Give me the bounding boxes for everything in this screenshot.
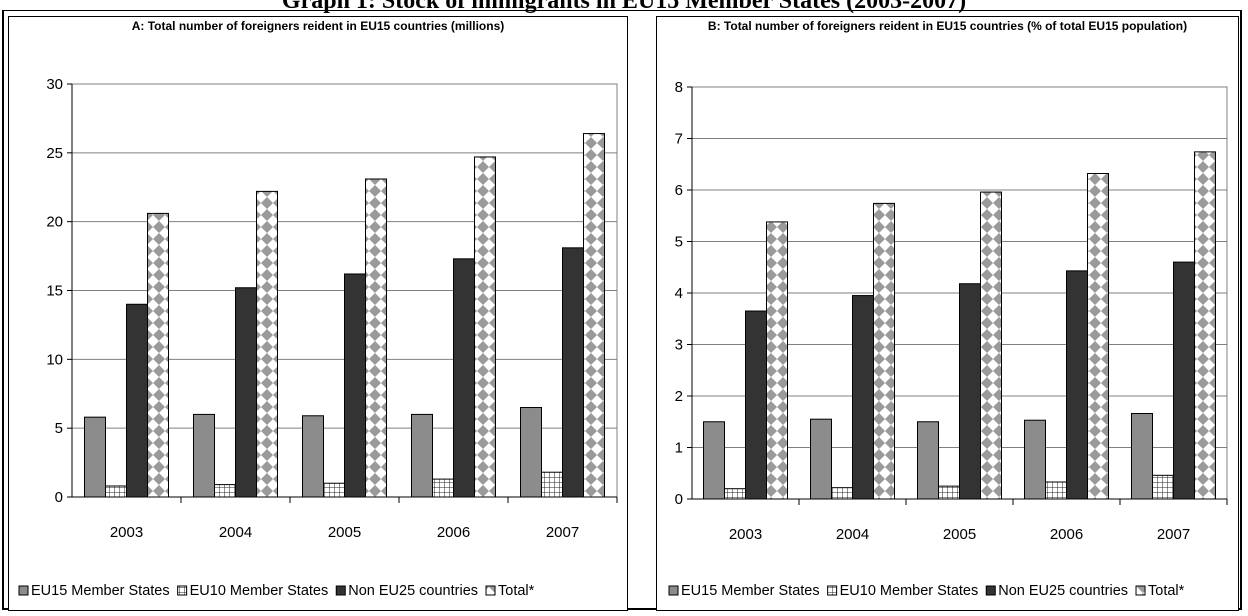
y-tick-label: 4: [675, 285, 683, 302]
bar-eu10-member-states-2004: [214, 484, 236, 498]
bar-eu10-member-states-2006: [1045, 481, 1067, 500]
bar-non-eu25-countries-2005: [344, 273, 366, 498]
bar-total-2003: [147, 212, 169, 498]
y-tick-label: 7: [675, 131, 683, 148]
bar-eu10-member-states-2003: [105, 485, 127, 498]
bar-non-eu25-countries-2007: [562, 247, 584, 498]
x-tick-label: 2007: [1157, 526, 1190, 543]
legend-swatch: [827, 585, 838, 596]
bar-total-2006: [474, 156, 496, 498]
bar-eu10-member-states-2007: [541, 471, 563, 498]
bar-eu15-member-states-2004: [193, 413, 215, 498]
bar-eu15-member-states-2005: [917, 421, 939, 500]
legend-label: Non EU25 countries: [998, 583, 1128, 599]
x-tick-label: 2005: [943, 526, 976, 543]
legend-label: EU15 Member States: [681, 583, 820, 599]
x-tick-label: 2005: [328, 524, 361, 541]
y-tick-label: 0: [55, 489, 63, 506]
bar-eu10-member-states-2007: [1152, 474, 1174, 500]
page-title: Graph 1: Stock of immigrants in EU15 Mem…: [281, 0, 967, 14]
y-tick-label: 30: [46, 76, 63, 93]
legend-swatch: [985, 585, 996, 596]
bar-total-2004: [256, 190, 278, 498]
bar-non-eu25-countries-2007: [1173, 261, 1195, 500]
legend-swatch: [668, 585, 679, 596]
bar-total-2005: [980, 191, 1002, 500]
chart-a: 0 5 10 15 20 25 30 2003 2004 2005 2006 2007 EU15 Mem…: [18, 76, 618, 599]
bar-total-2007: [583, 133, 605, 498]
bar-total-2006: [1087, 173, 1109, 500]
bar-eu10-member-states-2006: [432, 478, 454, 498]
bar-total-2007: [1194, 151, 1216, 500]
x-tick-label: 2006: [1050, 526, 1083, 543]
legend-label: EU15 Member States: [31, 583, 170, 599]
bar-eu15-member-states-2006: [1024, 419, 1046, 500]
y-tick-label: 25: [46, 145, 63, 162]
legend-label: Total*: [1148, 583, 1185, 599]
bar-eu10-member-states-2005: [938, 485, 960, 500]
chart-title-a: A: Total number of foreigners reident in…: [131, 19, 505, 33]
legend-swatch: [1135, 585, 1146, 596]
legend-swatch: [177, 585, 188, 596]
bar-eu15-member-states-2005: [302, 415, 324, 498]
bar-total-2005: [365, 178, 387, 498]
bar-non-eu25-countries-2004: [852, 295, 874, 500]
y-tick-label: 5: [675, 234, 683, 251]
legend-label: Non EU25 countries: [348, 583, 478, 599]
y-tick-label: 15: [46, 283, 63, 300]
bar-eu15-member-states-2006: [411, 413, 433, 498]
bar-eu10-member-states-2003: [724, 488, 746, 500]
bar-total-2004: [873, 202, 895, 500]
y-tick-label: 3: [675, 337, 683, 354]
y-tick-label: 6: [675, 182, 683, 199]
legend-swatch: [335, 585, 346, 596]
bar-non-eu25-countries-2006: [1066, 270, 1088, 500]
x-tick-label: 2003: [729, 526, 762, 543]
bar-eu10-member-states-2004: [831, 487, 853, 500]
legend-swatch: [485, 585, 496, 596]
bar-eu15-member-states-2003: [703, 421, 725, 500]
x-tick-label: 2006: [437, 524, 470, 541]
y-tick-label: 0: [675, 491, 683, 508]
x-tick-label: 2004: [836, 526, 869, 543]
chart-title-b: B: Total number of foreigners reident in…: [707, 19, 1188, 33]
bar-non-eu25-countries-2003: [745, 310, 767, 500]
legend-label: Total*: [498, 583, 535, 599]
bar-total-2003: [766, 221, 788, 500]
y-tick-label: 8: [675, 79, 683, 96]
y-tick-label: 5: [55, 420, 63, 437]
legend-label: EU10 Member States: [840, 583, 979, 599]
bar-eu15-member-states-2007: [1131, 413, 1153, 500]
x-tick-label: 2004: [219, 524, 252, 541]
bar-non-eu25-countries-2005: [959, 283, 981, 500]
x-tick-label: 2007: [546, 524, 579, 541]
bar-non-eu25-countries-2004: [235, 287, 257, 498]
legend-label: EU10 Member States: [190, 583, 329, 599]
chart-panel-a: A: Total number of foreigners reident in…: [8, 16, 628, 611]
bar-eu15-member-states-2007: [520, 407, 542, 498]
chart-panel-b: B: Total number of foreigners reident in…: [656, 16, 1239, 611]
bar-eu15-member-states-2003: [84, 416, 106, 498]
y-tick-label: 20: [46, 214, 63, 231]
y-tick-label: 10: [46, 351, 63, 368]
y-tick-label: 2: [675, 388, 683, 405]
bar-non-eu25-countries-2003: [126, 303, 148, 498]
bar-eu10-member-states-2005: [323, 482, 345, 498]
legend-swatch: [18, 585, 29, 596]
y-tick-label: 1: [675, 440, 683, 457]
bar-non-eu25-countries-2006: [453, 258, 475, 498]
chart-b: 0 1 2 3 4 5 6 7 8 2003 2004 2005 2006 2007 EU15 Member…: [668, 79, 1228, 599]
x-tick-label: 2003: [110, 524, 143, 541]
bar-eu15-member-states-2004: [810, 418, 832, 500]
